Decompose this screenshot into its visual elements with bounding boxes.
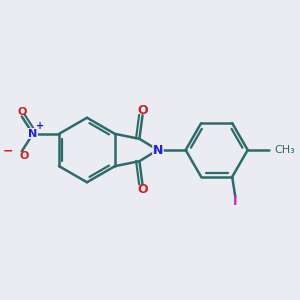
Text: O: O: [137, 104, 148, 117]
Text: I: I: [233, 195, 238, 208]
Text: O: O: [137, 183, 148, 196]
Text: N: N: [28, 129, 38, 139]
Text: N: N: [152, 143, 163, 157]
Text: −: −: [3, 145, 13, 158]
Text: O: O: [20, 151, 29, 160]
Text: CH₃: CH₃: [274, 145, 295, 155]
Text: +: +: [36, 122, 44, 131]
Text: O: O: [17, 107, 26, 117]
